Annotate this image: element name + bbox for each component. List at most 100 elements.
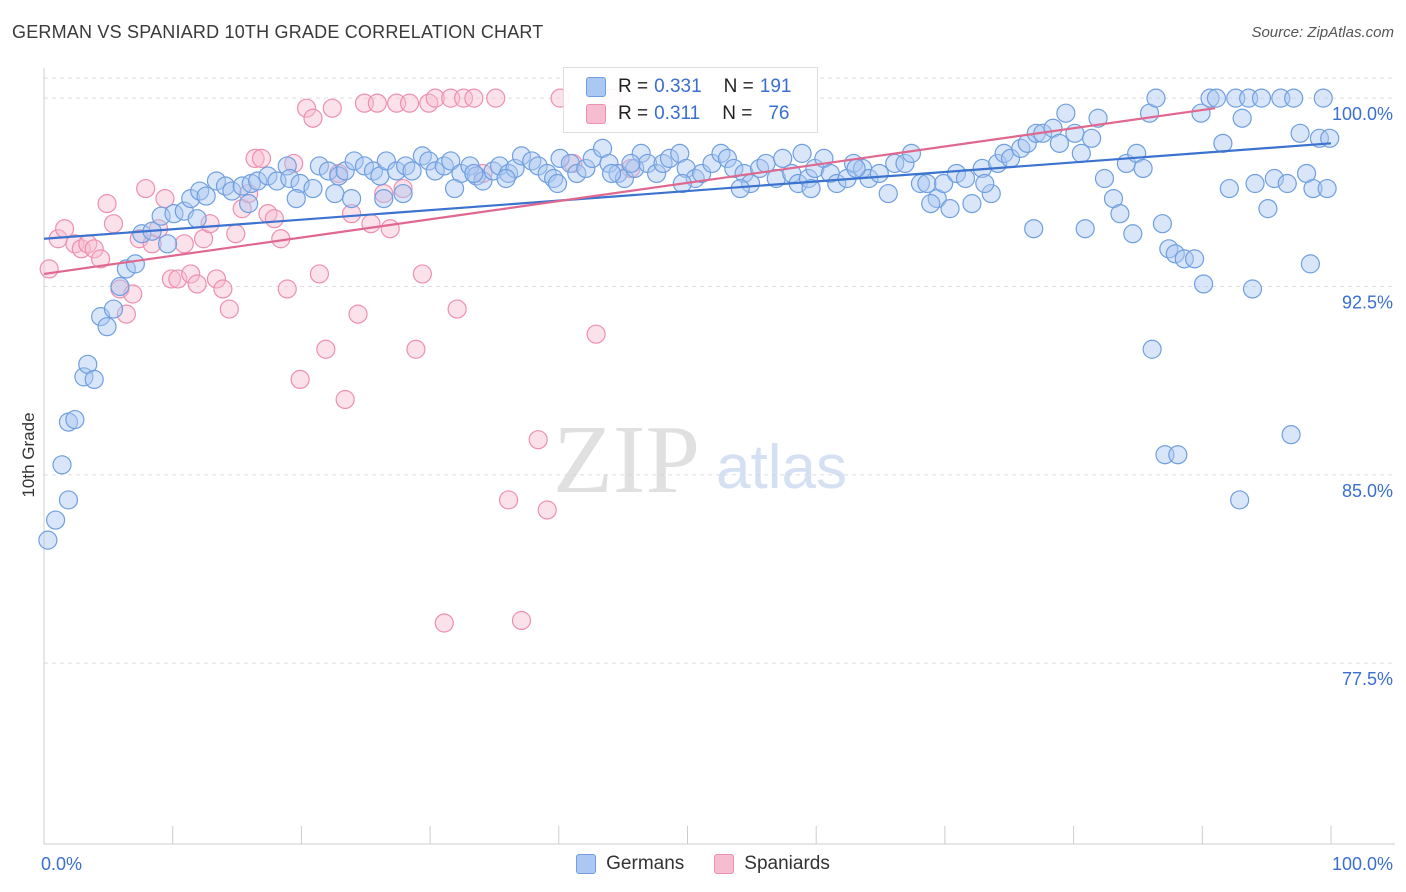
german-point-115 — [946, 163, 967, 184]
german-point-106 — [878, 183, 898, 204]
german-point-182 — [1168, 445, 1188, 465]
german-point-41 — [363, 161, 384, 181]
german-point-36 — [318, 161, 339, 181]
german-point-151 — [1219, 178, 1239, 199]
german-point-170 — [325, 183, 345, 204]
german-point-116 — [955, 168, 976, 189]
german-point-180 — [1142, 339, 1162, 359]
spaniard-point-43 — [322, 98, 342, 118]
german-point-44 — [387, 161, 407, 181]
german-point-133 — [1088, 108, 1108, 128]
german-point-2 — [52, 455, 72, 475]
spaniard-point-31 — [245, 148, 265, 169]
german-point-191 — [601, 163, 622, 184]
trend-lines — [43, 107, 1332, 276]
german-point-119 — [981, 183, 1001, 204]
german-point-160 — [1277, 173, 1297, 194]
german-point-60 — [511, 146, 532, 166]
german-point-141 — [1146, 88, 1166, 108]
german-point-164 — [1303, 178, 1323, 199]
spaniard-point-57 — [412, 264, 432, 284]
german-point-111 — [917, 173, 937, 194]
german-point-169 — [374, 188, 394, 209]
spaniards-r-value: 0.311 — [654, 103, 701, 124]
spaniard-point-28 — [226, 224, 246, 244]
german-point-148 — [1200, 88, 1220, 108]
german-point-43 — [376, 151, 396, 171]
german-point-51 — [441, 151, 461, 171]
spaniard-point-40 — [303, 108, 323, 128]
spaniard-point-64 — [464, 88, 484, 108]
spaniard-point-42 — [316, 339, 336, 359]
german-point-117 — [962, 194, 982, 214]
spaniard-point-9 — [103, 214, 124, 234]
german-point-13 — [125, 254, 145, 274]
y-tick-labels: 77.5% 85.0% 92.5% 100.0% — [1332, 104, 1393, 689]
spaniard-point-49 — [361, 214, 381, 234]
spaniards-r-label: R = — [618, 103, 649, 124]
german-point-25 — [222, 181, 242, 201]
german-point-142 — [1152, 214, 1173, 234]
german-point-65 — [550, 148, 570, 169]
spaniard-point-11 — [116, 304, 136, 324]
german-point-24 — [215, 176, 236, 196]
legend-item-spaniards[interactable]: Spaniards — [714, 853, 830, 875]
german-point-12 — [116, 259, 136, 279]
german-point-129 — [1056, 103, 1076, 123]
german-point-145 — [1174, 249, 1194, 269]
german-point-143 — [1159, 239, 1179, 259]
german-point-150 — [1213, 133, 1233, 153]
x-tick-label-min: 0.0% — [41, 854, 82, 874]
german-point-46 — [402, 161, 422, 181]
spaniard-point-41 — [309, 264, 330, 284]
spaniard-point-18 — [161, 269, 182, 289]
germans-swatch — [586, 77, 606, 97]
german-point-113 — [934, 173, 954, 194]
spaniard-point-68 — [511, 610, 532, 631]
german-point-146 — [1184, 249, 1205, 269]
spaniard-point-27 — [219, 299, 239, 319]
legend-item-germans[interactable]: Germans — [576, 853, 684, 875]
german-point-93 — [773, 148, 793, 169]
spaniards-legend-swatch — [714, 854, 735, 874]
german-point-172 — [621, 153, 641, 174]
german-point-198 — [239, 194, 259, 214]
german-point-193 — [496, 168, 516, 189]
watermark-atlas: atlas — [716, 433, 847, 502]
spaniard-point-38 — [290, 369, 310, 390]
german-point-156 — [1251, 88, 1272, 108]
german-point-32 — [280, 168, 300, 189]
spaniard-point-8 — [97, 194, 117, 214]
german-point-134 — [1094, 168, 1115, 189]
german-point-40 — [354, 156, 375, 176]
german-point-149 — [1206, 88, 1227, 108]
german-point-157 — [1258, 199, 1278, 219]
german-point-7 — [84, 369, 104, 390]
german-point-136 — [1110, 204, 1130, 224]
german-point-178 — [1075, 219, 1095, 239]
germans-legend-swatch — [576, 854, 597, 874]
spaniards-trend-line — [43, 107, 1216, 276]
spaniard-point-62 — [447, 299, 467, 319]
german-point-10 — [103, 299, 124, 319]
german-point-91 — [756, 153, 776, 174]
germans-n-label: N = — [723, 76, 754, 97]
german-point-194 — [444, 178, 465, 199]
spaniard-point-36 — [277, 279, 297, 299]
germans-r-value: 0.331 — [654, 76, 702, 97]
german-point-29 — [258, 166, 278, 186]
german-point-22 — [196, 186, 216, 206]
german-point-131 — [1071, 143, 1091, 163]
german-point-123 — [1011, 138, 1031, 158]
german-point-186 — [1281, 425, 1301, 445]
spaniard-point-58 — [419, 93, 439, 113]
german-point-171 — [464, 163, 484, 184]
spaniard-point-69 — [528, 430, 548, 450]
spaniards-legend-label: Spaniards — [744, 853, 830, 874]
german-point-50 — [434, 156, 454, 176]
spaniard-point-70 — [537, 500, 557, 520]
german-point-199 — [187, 209, 207, 229]
spaniard-point-47 — [348, 304, 368, 324]
spaniard-point-32 — [251, 148, 272, 169]
